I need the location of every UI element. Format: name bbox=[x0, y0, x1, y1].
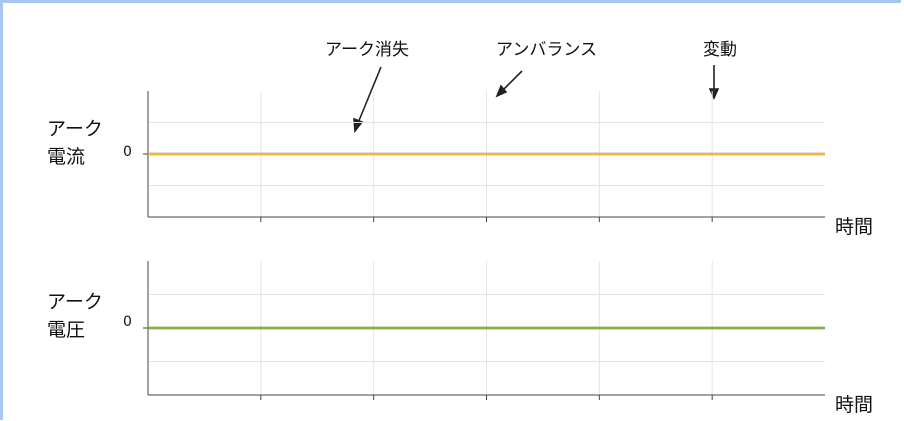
ylabel-voltage-line1: アーク bbox=[47, 291, 103, 313]
arrow-unbalance bbox=[501, 70, 523, 92]
ylabel-voltage-line2: 電圧 bbox=[47, 319, 85, 341]
current-plot bbox=[143, 91, 825, 222]
arrow-arc-loss bbox=[357, 66, 382, 124]
xlabel-current: 時間 bbox=[835, 216, 873, 238]
ylabel-current-line1: アーク bbox=[47, 118, 103, 140]
ytick-zero-current: 0 bbox=[123, 144, 132, 160]
annotation-unbalance: アンバランス bbox=[496, 40, 597, 60]
arrow-unbalance-head bbox=[495, 84, 508, 98]
ylabel-current-line2: 電流 bbox=[47, 146, 85, 168]
annotation-arc-loss: アーク消失 bbox=[325, 40, 409, 60]
arrow-fluctuation-head bbox=[708, 88, 720, 100]
annotation-fluctuation: 変動 bbox=[703, 40, 737, 60]
annotation-arrows bbox=[353, 65, 720, 134]
ytick-zero-voltage: 0 bbox=[123, 314, 132, 330]
arrow-arc-loss-head bbox=[353, 117, 364, 134]
charts-svg: アーク消失 アンバランス 変動 アーク 電流 0 時間 アーク 電圧 0 時間 bbox=[47, 40, 873, 416]
xlabel-voltage: 時間 bbox=[835, 394, 873, 416]
voltage-plot bbox=[143, 261, 825, 400]
